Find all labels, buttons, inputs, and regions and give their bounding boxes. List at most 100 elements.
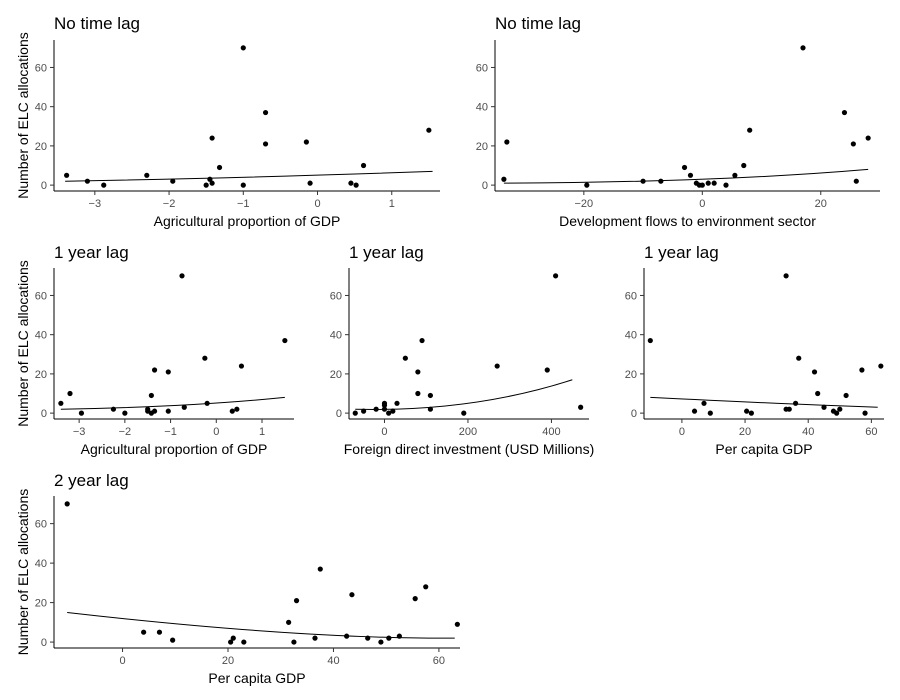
data-point <box>291 639 297 645</box>
y-tick-label: 20 <box>476 141 488 153</box>
x-tick-label: 40 <box>802 426 814 438</box>
x-tick-label: 40 <box>327 655 339 667</box>
x-tick-label: −1 <box>164 426 177 438</box>
panel-title: 2 year lag <box>54 471 129 490</box>
data-point <box>640 178 646 184</box>
x-tick-label: −2 <box>163 198 176 210</box>
data-point <box>744 408 750 414</box>
panel-title: No time lag <box>54 14 140 33</box>
data-point <box>691 408 698 414</box>
x-tick-label: 0 <box>381 426 387 438</box>
data-point <box>741 162 747 169</box>
fit-line <box>65 170 433 182</box>
data-point <box>427 392 433 399</box>
panel-2: No time lag 0 20 40 60 −20 0 20 Development flow… <box>476 14 880 229</box>
data-point <box>262 109 269 116</box>
data-point <box>544 367 550 373</box>
data-point <box>209 135 215 141</box>
y-tick-label: 40 <box>35 558 47 570</box>
data-point <box>303 139 309 145</box>
data-point <box>209 180 215 186</box>
data-point <box>584 182 590 188</box>
data-point <box>390 408 396 414</box>
x-tick-label: −2 <box>119 426 132 438</box>
data-point <box>800 45 806 51</box>
y-tick-label: 20 <box>35 141 47 153</box>
data-point <box>843 392 849 399</box>
data-point <box>234 406 240 412</box>
x-tick-label: 0 <box>679 426 685 438</box>
data-point <box>501 176 507 182</box>
data-point <box>461 410 467 416</box>
data-point <box>748 410 754 416</box>
y-axis-title: Number of ELC allocations <box>15 260 31 427</box>
data-point <box>878 363 884 369</box>
x-tick-label: 20 <box>739 426 751 438</box>
x-axis-title: Development flows to environment sector <box>559 213 816 229</box>
y-tick-label: 0 <box>41 637 47 649</box>
panel-4: 1 year lag 0 20 40 60 0 200 400 Foreign direct i… <box>330 243 595 457</box>
y-tick-label: 0 <box>631 408 637 420</box>
data-point <box>204 400 210 406</box>
data-point <box>705 180 711 186</box>
x-tick-label: −1 <box>237 198 250 210</box>
data-point <box>837 406 843 412</box>
data-point <box>240 45 246 51</box>
data-point <box>723 182 729 188</box>
data-point <box>747 127 753 133</box>
data-point <box>67 390 73 397</box>
data-point <box>78 410 85 416</box>
x-axis-title: Foreign direct investment (USD Millions) <box>344 441 595 457</box>
data-point <box>148 392 154 399</box>
data-point <box>687 172 694 178</box>
data-point <box>293 598 300 604</box>
data-point <box>230 635 236 641</box>
data-point <box>402 355 408 361</box>
data-point <box>419 337 425 344</box>
panel-1: No time lag 0 20 40 60 −3 −2 −1 0 1 Agricultural p… <box>15 14 440 229</box>
data-point <box>282 337 288 344</box>
y-tick-label: 0 <box>336 408 342 420</box>
data-point <box>141 629 147 635</box>
data-point <box>378 639 384 645</box>
data-point <box>865 135 871 141</box>
y-tick-label: 60 <box>330 290 342 302</box>
data-point <box>853 178 859 184</box>
data-point <box>101 182 107 188</box>
data-point <box>170 637 176 643</box>
data-point <box>64 501 70 507</box>
data-point <box>811 369 818 375</box>
data-point <box>415 369 421 375</box>
data-point <box>262 141 269 147</box>
x-tick-label: 0 <box>314 198 320 210</box>
data-point <box>58 400 64 406</box>
x-tick-label: 0 <box>119 655 125 667</box>
data-point <box>360 162 367 169</box>
data-point <box>365 635 371 641</box>
x-tick-label: −3 <box>73 426 86 438</box>
data-point <box>381 402 388 408</box>
data-point <box>228 639 234 645</box>
panel-title: 1 year lag <box>54 243 129 262</box>
data-point <box>344 633 350 639</box>
data-point <box>312 635 318 641</box>
y-tick-label: 60 <box>625 290 637 302</box>
data-point <box>165 369 171 375</box>
panel-5: 1 year lag 0 20 40 60 0 20 40 60 Per capita GDP <box>625 243 884 457</box>
data-point <box>286 619 292 625</box>
data-point <box>578 404 584 410</box>
x-tick-label: 400 <box>542 426 560 438</box>
x-axis-title: Per capita GDP <box>715 441 812 457</box>
x-tick-label: 0 <box>213 426 219 438</box>
data-point <box>792 400 799 406</box>
data-point <box>181 404 187 410</box>
x-tick-label: −3 <box>89 198 102 210</box>
data-point <box>783 273 789 279</box>
data-point <box>553 273 559 279</box>
y-tick-label: 60 <box>35 519 47 531</box>
x-tick-label: −20 <box>575 198 594 210</box>
data-point <box>681 164 688 171</box>
data-point <box>647 337 653 344</box>
fit-line <box>503 168 869 184</box>
y-tick-label: 40 <box>35 102 47 114</box>
